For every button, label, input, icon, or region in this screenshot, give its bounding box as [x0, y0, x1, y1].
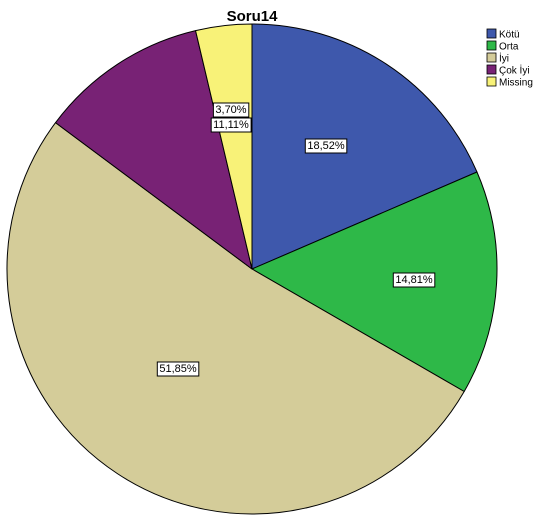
- legend-label: Orta: [499, 42, 519, 53]
- data-label-kotu: 18,52%: [304, 138, 348, 154]
- data-label-text: 14,81%: [395, 274, 433, 286]
- legend-item-missing: Missing: [486, 76, 533, 89]
- pie-slice-kotu: [251, 23, 478, 270]
- data-label-box: [156, 361, 200, 377]
- data-label-box: [304, 138, 348, 154]
- pie-slices: [6, 23, 498, 515]
- pie-slice-missing: [195, 23, 253, 270]
- pie-data-labels: 18,52% 14,81% 51,85% 11,11% 3,70%: [156, 102, 436, 377]
- pie-slice-orta: [251, 171, 498, 392]
- pie-slice-cok-iyi: [55, 30, 253, 270]
- pie-slice-iyi: [6, 122, 465, 515]
- data-label-box: [210, 117, 252, 133]
- data-label-text: 11,11%: [213, 119, 249, 131]
- legend-item-orta: Orta: [486, 40, 519, 53]
- legend-item-iyi: İyi: [486, 52, 509, 65]
- data-label-box: [212, 102, 250, 118]
- data-label-text: 18,52%: [307, 140, 345, 152]
- legend-item-cok-iyi: Çok İyi: [486, 64, 530, 77]
- legend-swatch: [486, 64, 497, 75]
- data-label-cok-iyi: 11,11%: [210, 117, 252, 133]
- data-label-text: 51,85%: [159, 363, 197, 375]
- data-label-box: [392, 272, 436, 288]
- data-label-iyi: 51,85%: [156, 361, 200, 377]
- legend-label: İyi: [499, 52, 509, 65]
- data-label-orta: 14,81%: [392, 272, 436, 288]
- data-label-missing: 3,70%: [212, 102, 250, 118]
- legend-swatch: [486, 40, 497, 51]
- legend-label: Missing: [499, 78, 533, 89]
- legend-swatch: [486, 52, 497, 63]
- data-label-text: 3,70%: [215, 104, 246, 116]
- chart-title: Soru14: [227, 8, 279, 25]
- legend-swatch: [486, 76, 497, 87]
- legend-item-kotu: Kötü: [486, 28, 520, 41]
- legend-label: Çok İyi: [499, 64, 530, 77]
- legend-swatch: [486, 28, 497, 39]
- legend-label: Kötü: [499, 30, 520, 41]
